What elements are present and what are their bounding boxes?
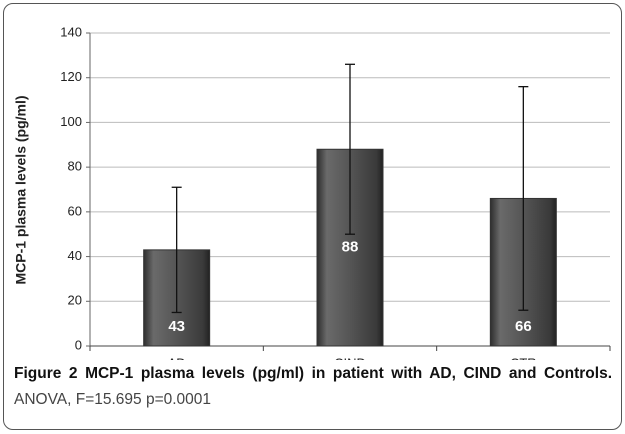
value-label: 43 — [168, 318, 185, 335]
x-tick-label: CIND — [334, 355, 366, 360]
error-bar — [345, 63, 355, 235]
error-bar — [518, 86, 529, 311]
caption-text: ANOVA, F=15.695 p=0.0001 — [14, 391, 212, 408]
y-tick-label: 100 — [60, 114, 82, 129]
x-tick-label: AD — [168, 355, 186, 360]
y-tick-label: 60 — [68, 203, 82, 218]
y-tick-label: 80 — [68, 159, 82, 174]
chart: MCP-1 plasma levels (pg/ml) 0 20 40 60 80 100… — [13, 24, 611, 360]
y-tick-label: 140 — [60, 24, 82, 39]
y-tick-label: 40 — [68, 248, 82, 263]
y-tick-label: 120 — [60, 69, 82, 84]
value-label: 66 — [515, 318, 532, 335]
x-tick-label: CTR — [510, 355, 537, 360]
y-tick-label: 0 — [75, 337, 82, 352]
value-label: 88 — [342, 239, 359, 256]
error-bar — [171, 186, 182, 314]
caption-label: Figure 2 — [14, 365, 78, 382]
caption: Figure 2 MCP-1 plasma levels (pg/ml) in … — [14, 361, 612, 413]
caption-title: MCP-1 plasma levels (pg/ml) in patient w… — [85, 365, 612, 382]
y-axis-label: MCP-1 plasma levels (pg/ml) — [13, 95, 29, 284]
figure-frame — [3, 3, 622, 430]
y-tick-label: 20 — [68, 293, 82, 308]
